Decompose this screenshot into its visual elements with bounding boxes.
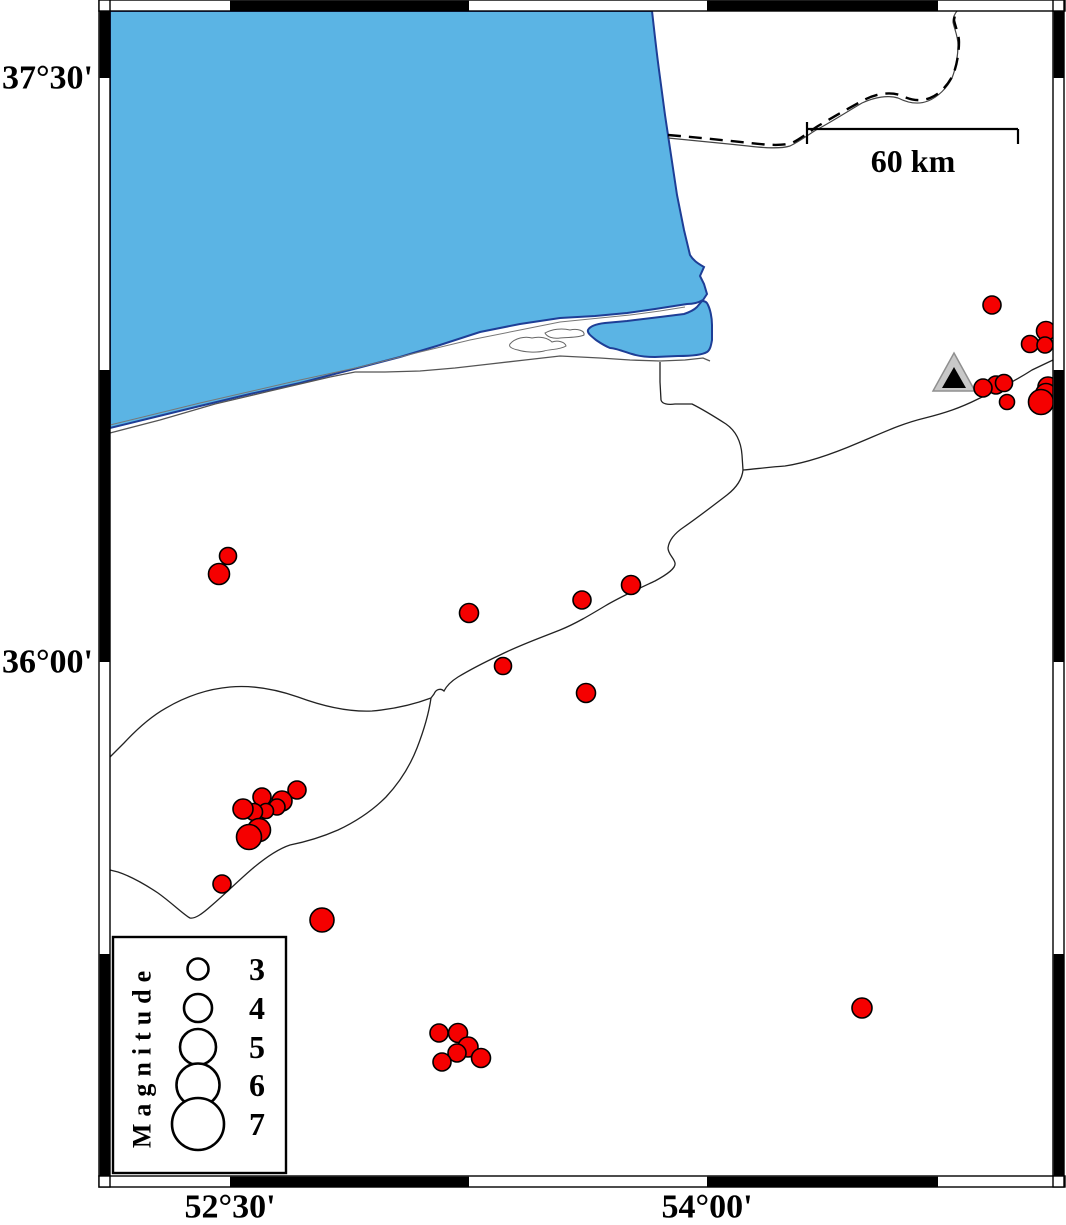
earthquake-marker [207,562,231,586]
earthquake-marker [1027,388,1055,416]
lat-label-bottom: 36°00' [2,644,93,681]
earthquake-marker [232,798,254,820]
earthquake-marker [982,295,1002,315]
sea-polygon [109,10,709,430]
legend-label-3: 3 [249,951,265,987]
earthquake-marker [493,656,513,676]
earthquake-marker [287,780,307,800]
earthquake-marker [572,590,592,610]
marsh-outline [509,328,585,353]
map-frame [98,0,1066,1188]
legend-label-4: 4 [249,990,265,1026]
magnitude-legend: Magnitude 3 4 5 6 7 [111,935,288,1175]
scale-bar: 60 km [805,122,1020,179]
earthquake-marker [973,378,993,398]
station-triangle-icon [931,351,977,392]
earthquake-marker [620,574,642,596]
legend-label-5: 5 [249,1029,265,1065]
earthquake-marker [212,874,232,894]
earthquake-marker [851,997,873,1019]
border-line-solid [667,9,959,149]
lon-label-left: 52°30' [184,1189,275,1225]
earthquake-marker [998,393,1016,411]
lon-label-right: 54°00' [661,1189,752,1225]
bay-polygon [586,299,713,359]
earthquake-marker [458,602,480,624]
earthquake-marker [429,1023,449,1043]
earthquake-marker [309,907,335,933]
earthquake-markers [207,295,1059,1072]
legend-circles [170,957,226,1152]
earthquake-marker [218,546,238,566]
earthquake-marker [994,373,1014,393]
earthquake-marker [1020,334,1040,354]
coastal-strip-line [109,306,686,426]
earthquake-marker [1036,336,1054,354]
legend-label-7: 7 [249,1106,265,1142]
scale-bar-label: 60 km [871,143,956,179]
mainland-coast-line [109,355,711,434]
earthquake-marker [432,1052,452,1072]
legend-magnitude-circle [178,1027,218,1067]
lat-label-top: 37°30' [2,60,93,97]
legend-magnitude-circle [170,1096,226,1152]
legend-label-6: 6 [249,1067,265,1103]
legend-magnitude-circle [186,957,210,981]
earthquake-marker [235,823,263,851]
earthquake-marker [470,1047,492,1069]
earthquake-marker [447,1043,467,1063]
earthquake-marker [575,682,597,704]
legend-magnitude-circle [182,992,214,1024]
legend-title: Magnitude [128,964,157,1148]
